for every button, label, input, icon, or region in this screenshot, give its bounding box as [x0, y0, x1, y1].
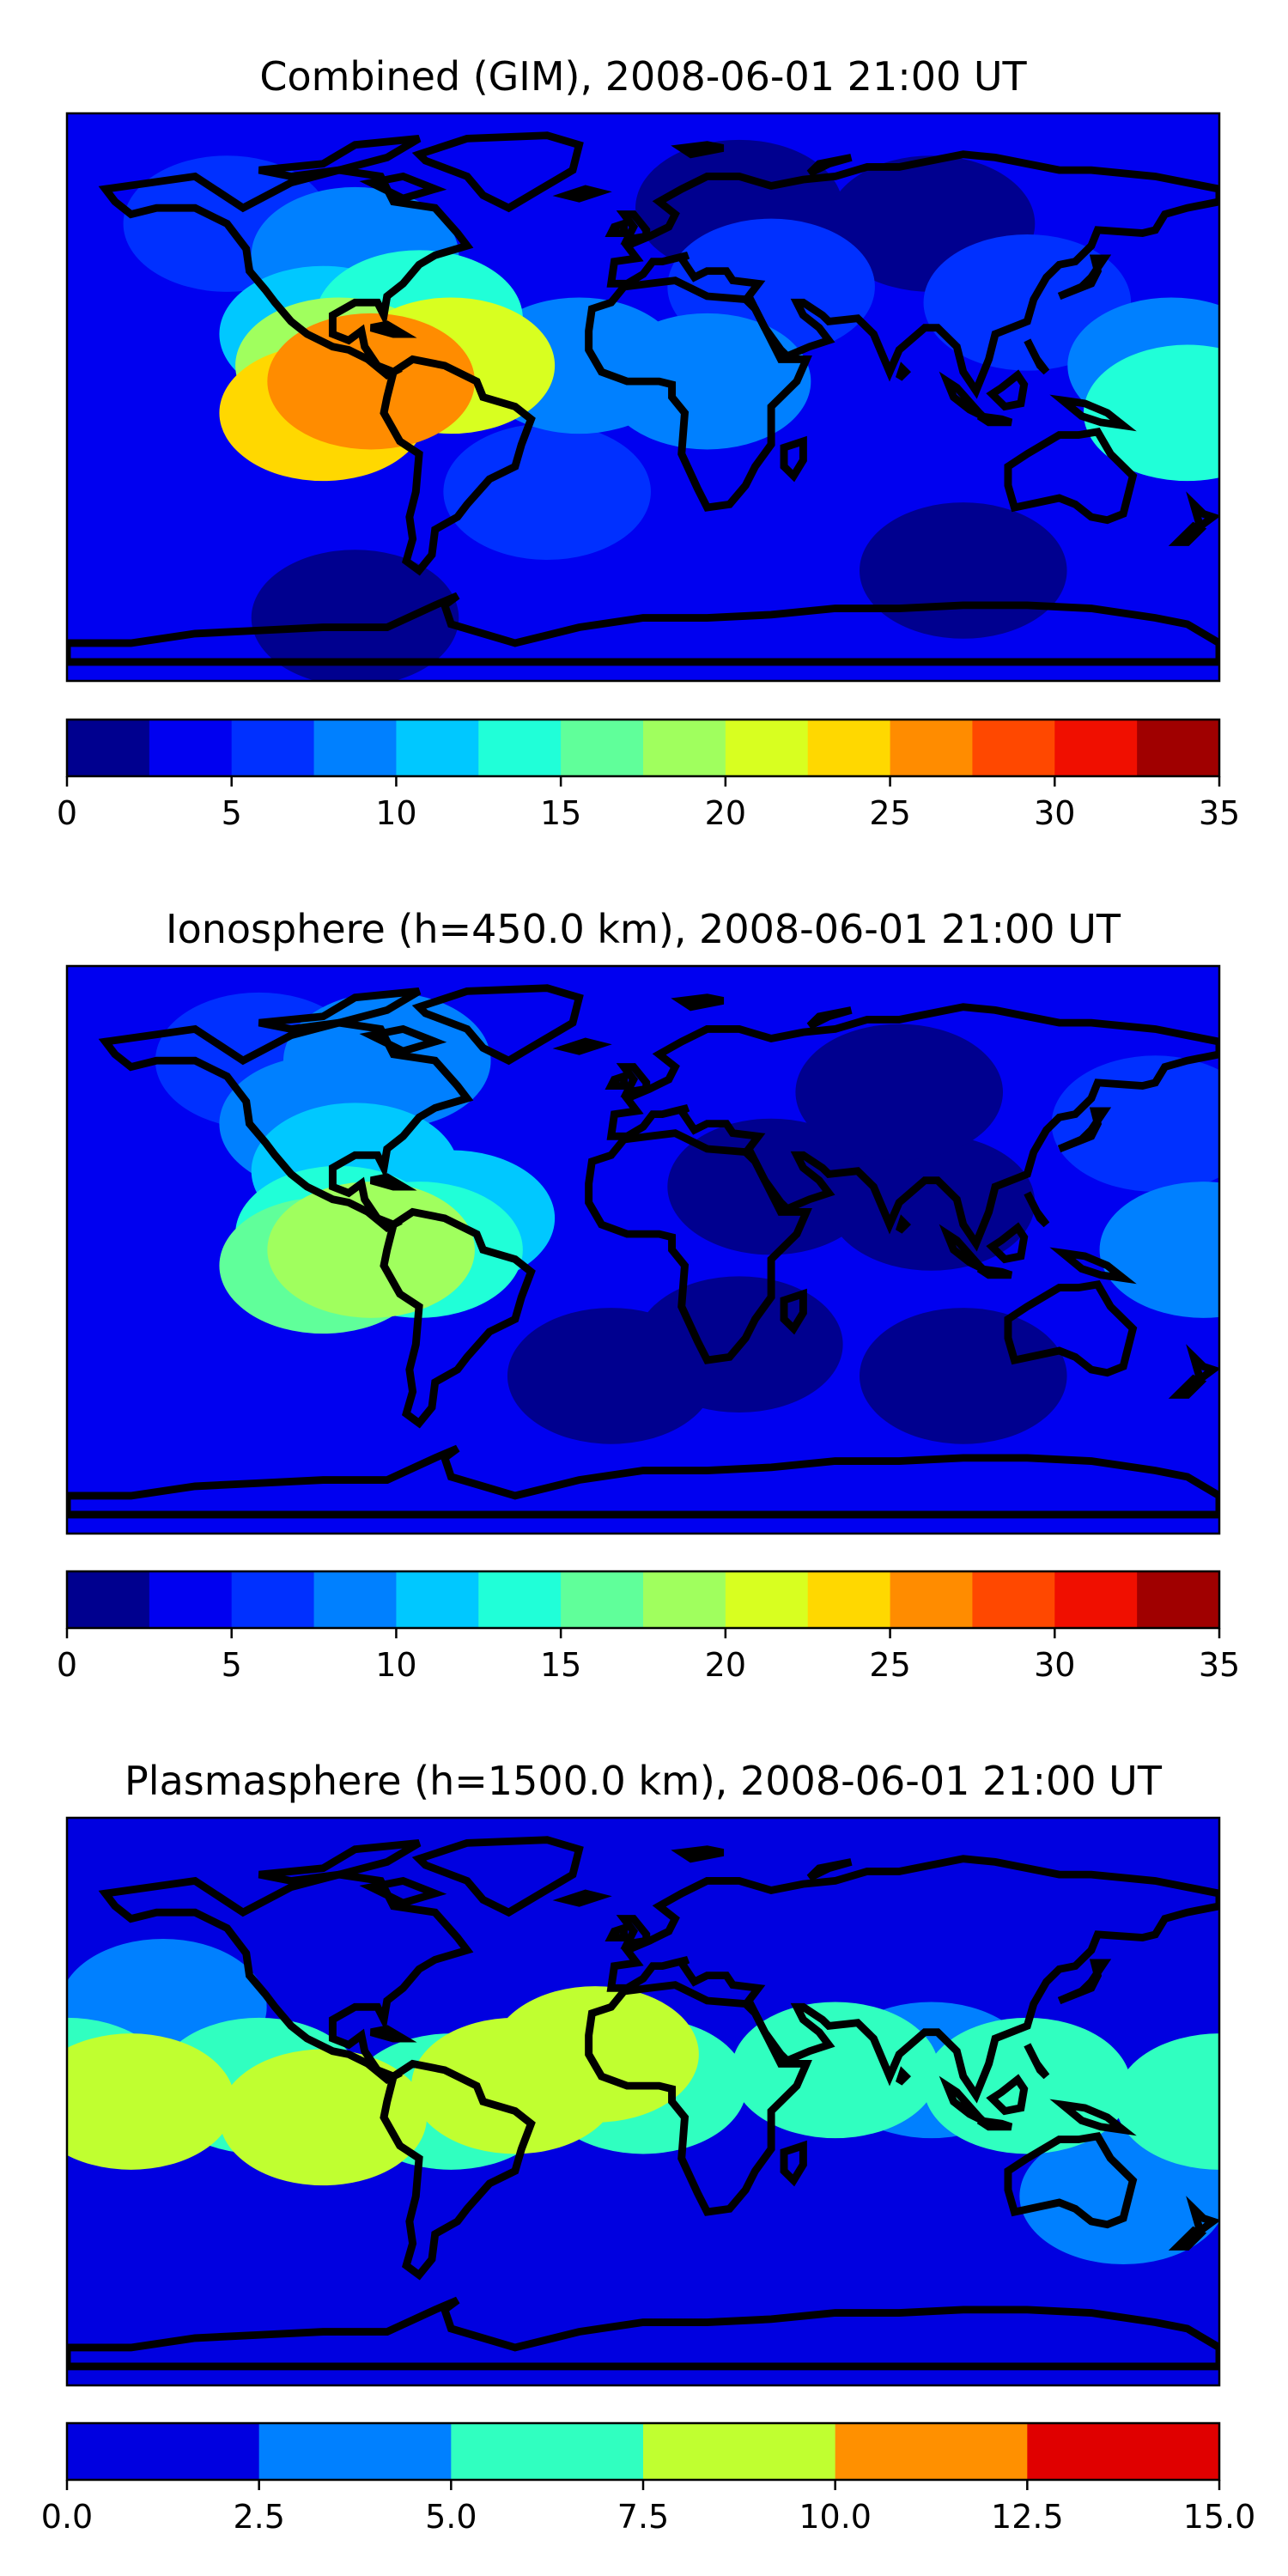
colorbar-tick-label: 0 — [57, 1646, 77, 1684]
colorbar-segment — [67, 720, 150, 776]
map-frame — [65, 1816, 1221, 2387]
contour-region — [251, 550, 459, 681]
colorbar-tick-label: 25 — [869, 1646, 910, 1684]
colorbar-frame — [65, 718, 1221, 778]
colorbar-tick-label: 10 — [375, 1646, 416, 1684]
colorbar-tick-label: 30 — [1034, 1646, 1075, 1684]
colorbar-segment — [835, 2423, 1028, 2480]
colorbar-segment — [231, 720, 315, 776]
contour-region — [827, 1134, 1036, 1271]
colorbar-segment — [1027, 2423, 1220, 2480]
contour-region — [219, 2049, 428, 2186]
colorbar-tick-label: 5.0 — [425, 2498, 477, 2536]
colorbar-segment — [313, 720, 397, 776]
contour-region — [491, 1986, 699, 2123]
contour-region — [1115, 2033, 1219, 2170]
colorbar-segment — [1054, 1571, 1138, 1628]
colorbar-ionosphere: 0 5 10 15 20 25 30 35 — [57, 1570, 1240, 1684]
colorbar-segment — [643, 2423, 836, 2480]
colorbar-segment — [972, 720, 1055, 776]
panel-title-combined: Combined (GIM), 2008-06-01 21:00 UT — [259, 53, 1027, 100]
colorbar-tick-label: 0.0 — [41, 2498, 93, 2536]
colorbar-segment — [725, 720, 809, 776]
colorbar-segment — [67, 1571, 150, 1628]
colorbar-segment — [1054, 720, 1138, 776]
colorbar-segment — [807, 720, 891, 776]
colorbar-segment — [149, 720, 233, 776]
contour-region — [859, 1308, 1067, 1444]
colorbar-tick-label: 30 — [1034, 794, 1075, 832]
colorbar-segment — [396, 720, 479, 776]
colorbar-tick-label: 12.5 — [991, 2498, 1064, 2536]
colorbar-tick-label: 15 — [540, 794, 581, 832]
contour-region — [603, 313, 811, 450]
panel-title-plasmasphere: Plasmasphere (h=1500.0 km), 2008-06-01 2… — [125, 1758, 1163, 1804]
colorbar-segment — [313, 1571, 397, 1628]
colorbar-segment — [972, 1571, 1055, 1628]
contour-region — [67, 2033, 235, 2170]
colorbar-combined: 0 5 10 15 20 25 30 35 — [57, 718, 1240, 832]
colorbar-tick-label: 10 — [375, 794, 416, 832]
colorbar-segment — [1137, 1571, 1220, 1628]
colorbar-tick-label: 7.5 — [617, 2498, 669, 2536]
colorbar-segment — [725, 1571, 809, 1628]
colorbar-segment — [890, 1571, 973, 1628]
colorbar-segment — [807, 1571, 891, 1628]
colorbar-tick-label: 0 — [57, 794, 77, 832]
colorbar-tick-label: 5 — [222, 1646, 242, 1684]
colorbar-segment — [258, 2423, 452, 2480]
contour-region — [443, 423, 651, 560]
colorbar-plasmasphere: 0.0 2.5 5.0 7.5 10.0 12.5 15.0 — [41, 2421, 1256, 2536]
map-frame — [65, 964, 1221, 1535]
colorbar-segment — [890, 720, 973, 776]
contour-region — [1083, 344, 1219, 482]
colorbar-tick-label: 35 — [1199, 1646, 1240, 1684]
colorbar-tick-label: 15 — [540, 1646, 581, 1684]
colorbar-tick-label: 5 — [222, 794, 242, 832]
contour-region — [267, 313, 475, 450]
colorbar-segment — [478, 1571, 562, 1628]
colorbar-tick-label: 15.0 — [1183, 2498, 1256, 2536]
contour-region — [795, 1024, 1004, 1161]
colorbar-segment — [149, 1571, 233, 1628]
colorbar-tick-label: 25 — [869, 794, 910, 832]
contour-region — [1019, 2128, 1219, 2264]
colorbar-tick-label: 2.5 — [233, 2498, 284, 2536]
colorbar-segment — [643, 720, 726, 776]
colorbar-segment — [67, 2423, 260, 2480]
colorbar-segment — [231, 1571, 315, 1628]
colorbar-segment — [396, 1571, 479, 1628]
colorbar-segment — [1137, 720, 1220, 776]
map-panel-plasmasphere — [65, 1816, 1221, 2387]
colorbar-segment — [478, 720, 562, 776]
contour-region — [507, 1308, 715, 1444]
map-frame — [65, 112, 1221, 683]
colorbar-tick-label: 20 — [705, 794, 746, 832]
colorbar-segment — [451, 2423, 644, 2480]
contour-region — [859, 502, 1067, 639]
colorbar-segment — [561, 720, 644, 776]
map-panel-ionosphere — [65, 964, 1221, 1535]
map-panel-combined — [65, 112, 1221, 683]
contour-region — [1099, 1182, 1219, 1318]
panel-title-ionosphere: Ionosphere (h=450.0 km), 2008-06-01 21:0… — [166, 906, 1121, 952]
colorbar-tick-label: 10.0 — [799, 2498, 872, 2536]
colorbar-segment — [643, 1571, 726, 1628]
colorbar-tick-label: 20 — [705, 1646, 746, 1684]
colorbar-frame — [65, 1570, 1221, 1630]
colorbar-segment — [561, 1571, 644, 1628]
colorbar-tick-label: 35 — [1199, 794, 1240, 832]
